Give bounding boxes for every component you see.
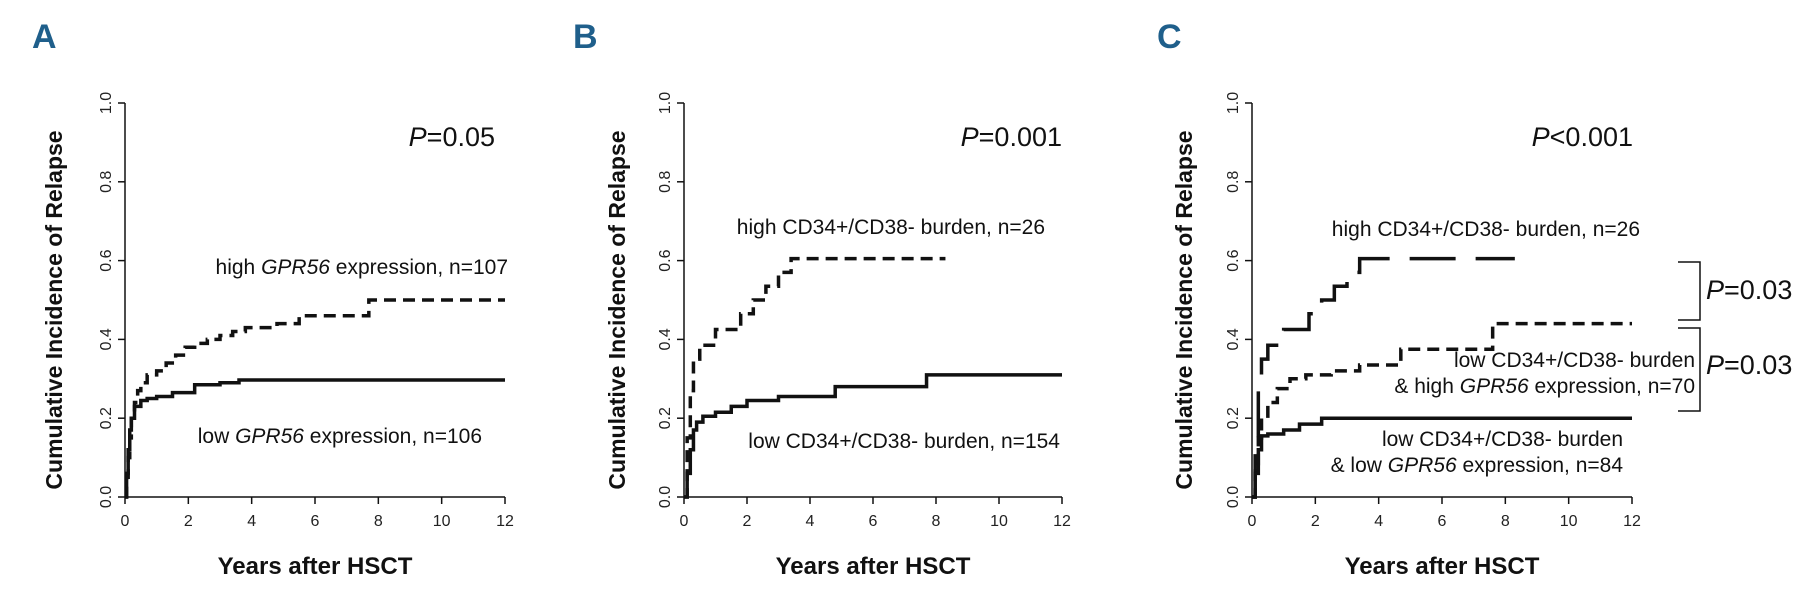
y-tick-label: 0.4 — [1225, 328, 1242, 350]
series-line-dashed — [684, 256, 946, 499]
series-line-solid — [1252, 416, 1632, 499]
x-tick-label: 6 — [869, 513, 878, 530]
series-label-line1: low CD34+/CD38- burden — [1382, 428, 1623, 451]
y-tick-label: 0.0 — [657, 486, 674, 508]
x-axis-label: Years after HSCT — [1345, 553, 1540, 580]
x-tick-label: 8 — [1501, 513, 1510, 530]
x-tick-label: 4 — [806, 513, 815, 530]
series-label: high GPR56 expression, n=107 — [216, 256, 508, 279]
panel-b: B 0.0 0.2 0.4 0.6 0.8 1.0 0 2 4 6 8 10 12 Years after … — [573, 18, 1071, 580]
y-tick-label: 0.8 — [657, 171, 674, 193]
panel-c: C 0.0 0.2 0.4 0.6 0.8 1.0 0 2 4 6 8 10 12 Years after … — [1157, 18, 1792, 580]
series-label: low CD34+/CD38- burden, n=154 — [748, 430, 1060, 453]
x-tick-label: 2 — [184, 513, 193, 530]
y-tick-label: 0.6 — [1225, 249, 1242, 271]
y-tick-label: 0.0 — [98, 486, 115, 508]
series-line-dashed — [1252, 321, 1632, 499]
x-tick-label: 12 — [1623, 513, 1641, 530]
y-tick-label: 0.8 — [98, 171, 115, 193]
x-tick-label: 2 — [1311, 513, 1320, 530]
y-tick-label: 1.0 — [1225, 92, 1242, 114]
y-axis-label: Cumulative Incidence of Relapse — [41, 130, 67, 489]
panel-letter: A — [32, 18, 57, 56]
pairwise-p-value: P=0.03 — [1706, 275, 1792, 305]
x-tick-label: 12 — [1053, 513, 1071, 530]
x-tick-label: 4 — [247, 513, 256, 530]
p-value-label: P<0.001 — [1532, 122, 1633, 152]
series-line-dashed — [124, 298, 505, 499]
y-tick-label: 0.2 — [657, 407, 674, 429]
x-tick-label: 10 — [433, 513, 451, 530]
panel-letter: C — [1157, 18, 1182, 56]
series-label-line2: & high GPR56 expression, n=70 — [1394, 375, 1695, 398]
y-tick-label: 0.8 — [1225, 171, 1242, 193]
series-label: high CD34+/CD38- burden, n=26 — [737, 216, 1045, 239]
y-tick-label: 1.0 — [98, 92, 115, 114]
y-tick-label: 0.2 — [1225, 407, 1242, 429]
series-label: high CD34+/CD38- burden, n=26 — [1332, 218, 1640, 241]
x-tick-label: 2 — [743, 513, 752, 530]
series-line-longdash — [1252, 256, 1515, 499]
x-tick-label: 0 — [1248, 513, 1257, 530]
y-tick-label: 0.0 — [1225, 486, 1242, 508]
y-tick-label: 0.4 — [98, 328, 115, 350]
y-tick-label: 0.6 — [98, 249, 115, 271]
series-line-solid — [684, 373, 1062, 499]
x-tick-label: 8 — [374, 513, 383, 530]
x-tick-label: 8 — [932, 513, 941, 530]
x-tick-label: 0 — [680, 513, 689, 530]
p-value-label: P=0.001 — [961, 122, 1062, 152]
pairwise-bracket — [1678, 327, 1701, 412]
x-tick-label: 0 — [121, 513, 130, 530]
x-tick-label: 10 — [1560, 513, 1578, 530]
series-line-solid — [124, 378, 505, 499]
x-axis-label: Years after HSCT — [218, 553, 413, 580]
p-value-label: P=0.05 — [409, 122, 495, 152]
y-tick-label: 1.0 — [657, 92, 674, 114]
x-tick-label: 6 — [1438, 513, 1447, 530]
series-label-line2: & low GPR56 expression, n=84 — [1331, 454, 1624, 477]
y-axis-label: Cumulative Incidence of Relapse — [1171, 130, 1197, 489]
series-label: low GPR56 expression, n=106 — [198, 425, 482, 448]
y-tick-label: 0.2 — [98, 407, 115, 429]
y-axis-label: Cumulative Incidence of Relapse — [604, 130, 630, 489]
panel-a: A 0.0 0.2 0.4 0.6 0.8 1.0 0 2 4 6 8 10 12 Years after … — [32, 18, 514, 580]
y-tick-label: 0.6 — [657, 249, 674, 271]
series-label-line1: low CD34+/CD38- burden — [1454, 349, 1695, 372]
x-tick-label: 10 — [990, 513, 1008, 530]
x-axis-label: Years after HSCT — [776, 553, 971, 580]
x-tick-label: 4 — [1374, 513, 1383, 530]
x-tick-label: 12 — [496, 513, 514, 530]
x-tick-label: 6 — [311, 513, 320, 530]
y-tick-label: 0.4 — [657, 328, 674, 350]
panel-letter: B — [573, 18, 598, 56]
pairwise-p-value: P=0.03 — [1706, 350, 1792, 380]
pairwise-bracket — [1678, 261, 1701, 321]
